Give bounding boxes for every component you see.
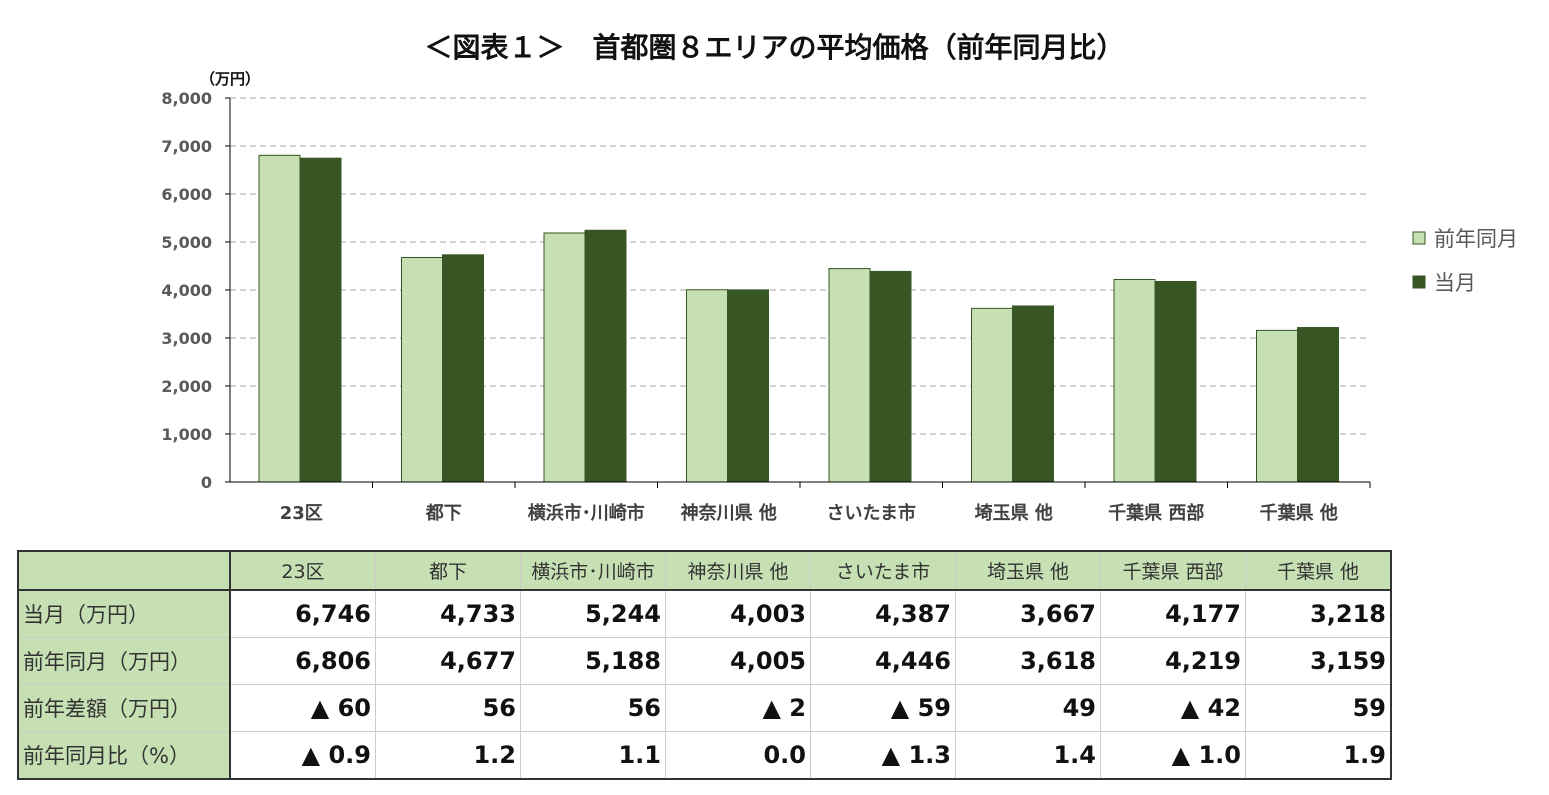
y-tick-label: 7,000 <box>161 137 212 156</box>
table-cell: 1.9 <box>1245 731 1392 780</box>
bar-chart: 0 1,000 2,000 3,000 4,000 5,000 6,000 7,000 8,00… <box>161 70 1518 524</box>
column-header: 横浜市･川崎市 <box>520 550 666 591</box>
table-cell: 1.1 <box>520 731 666 780</box>
y-axis-label: （万円） <box>200 70 260 88</box>
chart-title: ＜図表１＞ 首都圏８エリアの平均価格（前年同月比） <box>424 31 1125 64</box>
bar-prev-year <box>1113 278 1156 483</box>
table-row: 当月（万円） 6,746 4,733 5,244 4,003 4,387 3,667 4,17… <box>17 589 1392 638</box>
table-cell: 3,159 <box>1245 637 1392 685</box>
table-cell: 4,219 <box>1100 637 1246 685</box>
table-cell: 3,218 <box>1245 589 1392 638</box>
table-row: 前年差額（万円） ▲ 60 56 56 ▲ 2 ▲ 59 49 ▲ 42 59 <box>17 684 1392 732</box>
table-cell: ▲ 0.9 <box>229 731 376 780</box>
table-cell: ▲ 1.3 <box>810 731 956 780</box>
table-cell: 1.4 <box>955 731 1101 780</box>
bar-current <box>1154 281 1197 483</box>
x-tick-label: 千葉県 西部 <box>1108 502 1204 524</box>
bar-current <box>869 270 912 483</box>
y-tick-label: 1,000 <box>161 425 212 444</box>
legend-label: 前年同月 <box>1434 227 1518 251</box>
table-cell: 4,003 <box>665 589 811 638</box>
table-cell: 3,618 <box>955 637 1101 685</box>
bar-prev-year <box>401 257 443 483</box>
table-corner <box>17 550 231 591</box>
column-header: 都下 <box>375 550 521 591</box>
y-tick-label: 6,000 <box>161 185 212 204</box>
x-tick-label: 千葉県 他 <box>1260 502 1338 524</box>
table-cell: 3,667 <box>955 589 1101 638</box>
table-cell: 4,733 <box>375 589 521 638</box>
legend-swatch <box>1412 231 1426 245</box>
table-cell: 4,446 <box>810 637 956 685</box>
column-header: さいたま市 <box>810 550 956 591</box>
table-cell: 0.0 <box>665 731 811 780</box>
data-table: 23区 都下 横浜市･川崎市 神奈川県 他 さいたま市 埼玉県 他 千葉県 西部… <box>17 550 1392 780</box>
bar-current <box>584 229 627 483</box>
y-tick-label: 0 <box>201 473 212 492</box>
table-cell: ▲ 59 <box>810 684 956 732</box>
table-cell: 56 <box>375 684 521 732</box>
table-cell: 1.2 <box>375 731 521 780</box>
y-tick-label: 2,000 <box>161 377 212 396</box>
bar-prev-year <box>543 232 586 483</box>
table-cell: 5,244 <box>520 589 666 638</box>
table-cell: ▲ 1.0 <box>1100 731 1246 780</box>
row-label: 当月（万円） <box>17 589 231 638</box>
column-header: 千葉県 西部 <box>1100 550 1246 591</box>
column-header: 神奈川県 他 <box>665 550 811 591</box>
table-cell: 5,188 <box>520 637 666 685</box>
bar-current <box>442 254 484 483</box>
y-tick-label: 4,000 <box>161 281 212 300</box>
y-tick-label: 8,000 <box>161 89 212 108</box>
bar-prev-year <box>1256 329 1298 483</box>
table-cell: 4,677 <box>375 637 521 685</box>
x-tick-label: 都下 <box>425 503 462 524</box>
table-cell: 4,387 <box>810 589 956 638</box>
bar-prev-year <box>971 307 1013 483</box>
x-tick-label: 埼玉県 他 <box>975 502 1053 524</box>
table-header-row: 23区 都下 横浜市･川崎市 神奈川県 他 さいたま市 埼玉県 他 千葉県 西部… <box>17 550 1392 591</box>
x-tick-label: 23区 <box>280 503 323 524</box>
bar-current <box>1297 327 1339 483</box>
column-header: 23区 <box>229 550 376 591</box>
row-label: 前年差額（万円） <box>17 684 231 732</box>
bar-current <box>299 157 342 483</box>
bar-prev-year <box>828 268 871 483</box>
table-cell: ▲ 2 <box>665 684 811 732</box>
bar-current <box>727 289 769 483</box>
x-tick-label: 横浜市･川崎市 <box>528 502 645 524</box>
table-cell: 4,177 <box>1100 589 1246 638</box>
table-cell: 4,005 <box>665 637 811 685</box>
table-cell: ▲ 42 <box>1100 684 1246 732</box>
column-header: 千葉県 他 <box>1245 550 1392 591</box>
row-label: 前年同月比（%） <box>17 731 231 780</box>
table-row: 前年同月（万円） 6,806 4,677 5,188 4,005 4,446 3,618 4,… <box>17 637 1392 685</box>
table-cell: 56 <box>520 684 666 732</box>
y-tick-label: 3,000 <box>161 329 212 348</box>
table-cell: 6,806 <box>229 637 376 685</box>
y-tick-label: 5,000 <box>161 233 212 252</box>
x-tick-label: さいたま市 <box>827 502 916 524</box>
column-header: 埼玉県 他 <box>955 550 1101 591</box>
table-cell: 59 <box>1245 684 1392 732</box>
x-tick-label: 神奈川県 他 <box>681 502 777 524</box>
legend-label: 当月 <box>1434 271 1476 295</box>
bar-prev-year <box>686 289 728 483</box>
bar-current <box>1012 305 1054 483</box>
table-row: 前年同月比（%） ▲ 0.9 1.2 1.1 0.0 ▲ 1.3 1.4 ▲ 1.0 1.9 <box>17 731 1392 780</box>
table-cell: 6,746 <box>229 589 376 638</box>
legend-swatch <box>1412 275 1426 289</box>
table-cell: ▲ 60 <box>229 684 376 732</box>
table-cell: 49 <box>955 684 1101 732</box>
row-label: 前年同月（万円） <box>17 637 231 685</box>
bar-prev-year <box>258 154 301 483</box>
